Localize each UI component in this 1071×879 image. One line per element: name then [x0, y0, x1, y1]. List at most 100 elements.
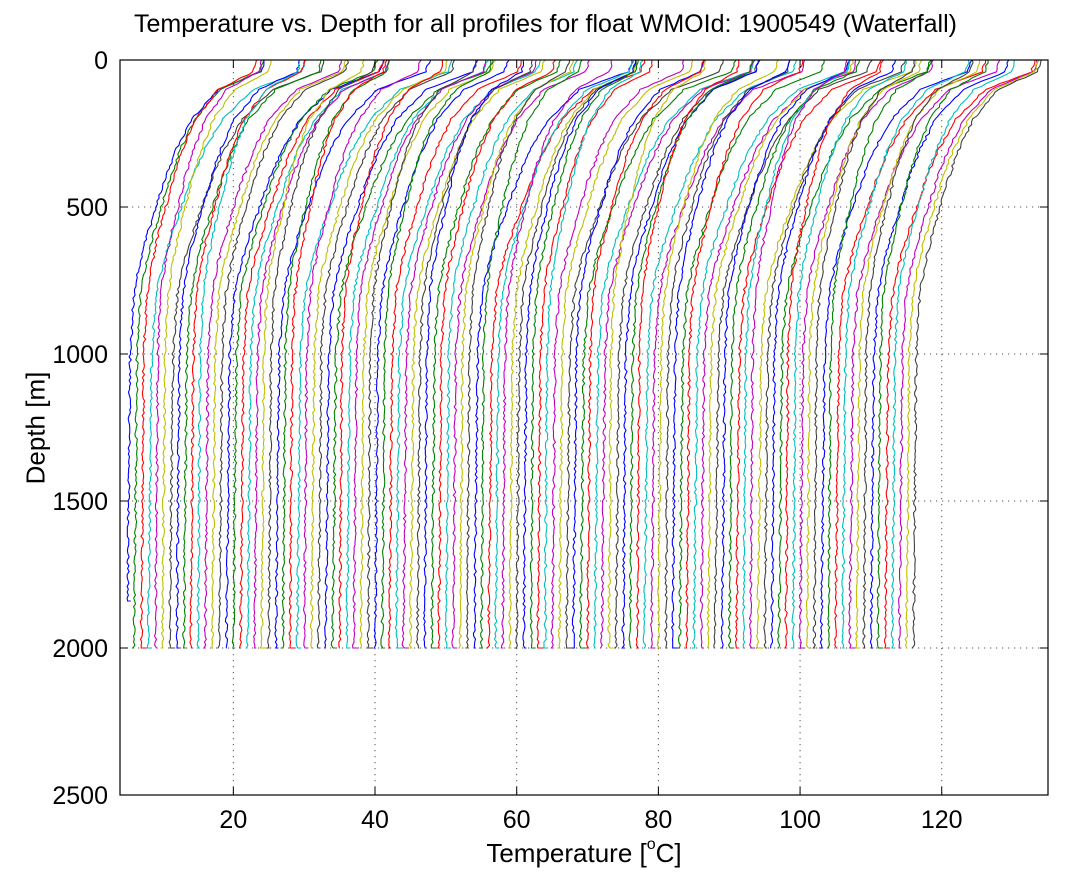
profile-line: [727, 60, 861, 649]
profile-line: [330, 60, 492, 649]
profile-line: [770, 60, 897, 649]
x-axis-label-degree: o: [646, 836, 656, 853]
profile-line: [664, 60, 791, 649]
profile-line: [259, 60, 365, 649]
x-tick-label: 100: [779, 806, 821, 834]
profile-line: [876, 60, 989, 649]
profile-line: [196, 60, 301, 649]
profile-line: [699, 60, 857, 649]
profile-line: [238, 60, 385, 649]
x-tick-label: 20: [219, 806, 247, 834]
profile-line: [585, 60, 705, 649]
x-axis-label: Temperature [oC]: [120, 836, 1048, 869]
profile-line: [678, 60, 825, 649]
profile-line: [827, 60, 933, 649]
axis-ticks: 20 40 60 80 100 120 0 500 1000 1500 2000 2500: [52, 47, 1048, 834]
x-tick-label: 120: [921, 806, 963, 834]
profile-line: [444, 60, 579, 649]
profile-line: [423, 60, 525, 649]
profile-line: [202, 60, 342, 649]
profile-line: [798, 60, 934, 649]
y-tick-label: 2000: [52, 635, 108, 663]
plot-background: [120, 60, 1048, 795]
profile-series: [126, 60, 1042, 649]
profile-line: [514, 60, 637, 649]
profile-line: [387, 60, 522, 649]
profile-line: [706, 60, 855, 649]
profile-line: [543, 60, 644, 649]
profile-line: [458, 60, 574, 649]
profile-line: [898, 60, 1038, 649]
profile-line: [274, 60, 432, 649]
profile-line: [210, 60, 347, 649]
profile-line: [316, 60, 455, 649]
profile-line: [500, 60, 613, 649]
profile-line: [614, 60, 759, 649]
y-tick-label: 500: [66, 194, 108, 222]
profile-line: [182, 60, 322, 649]
profile-line: [131, 60, 265, 649]
profile-line: [670, 60, 791, 649]
profile-line: [742, 60, 851, 649]
profile-line: [401, 60, 537, 649]
profile-line: [734, 60, 882, 649]
profile-line: [784, 60, 885, 649]
profile-line: [231, 60, 379, 649]
profile-line: [557, 60, 694, 649]
y-axis-label: Depth [m]: [20, 371, 51, 485]
profile-line: [635, 60, 740, 649]
profile-line: [713, 60, 873, 649]
profile-line: [373, 60, 510, 649]
profile-line: [126, 60, 265, 602]
profile-line: [642, 60, 798, 649]
profile-line: [855, 60, 981, 649]
profile-line: [408, 60, 546, 649]
profile-line: [338, 60, 443, 649]
y-tick-label: 1000: [52, 341, 108, 369]
chart-title: Temperature vs. Depth for all profiles f…: [133, 10, 957, 38]
profile-line: [153, 60, 263, 649]
profile-line: [529, 60, 639, 649]
profile-line: [869, 60, 1010, 649]
y-tick-label: 0: [94, 47, 108, 75]
profile-line: [685, 60, 804, 649]
profile-line: [578, 60, 737, 649]
profile-line: [245, 60, 390, 649]
profile-line: [465, 60, 571, 649]
profile-line: [790, 60, 908, 649]
profile-line: [253, 60, 390, 649]
profile-line: [451, 60, 590, 649]
profile-line: [550, 60, 685, 649]
x-axis-label-suffix: C]: [655, 838, 682, 868]
profile-line: [650, 60, 806, 649]
y-tick-label: 1500: [52, 488, 108, 516]
profile-line: [848, 60, 1001, 649]
profile-line: [217, 60, 349, 649]
profile-line: [841, 60, 970, 649]
profile-line: [564, 60, 724, 649]
profile-line: [656, 60, 779, 649]
profile-line: [189, 60, 305, 649]
profile-line: [302, 60, 422, 649]
profile-line: [536, 60, 653, 649]
profile-line: [175, 60, 300, 649]
profile-line: [763, 60, 907, 649]
profile-line: [883, 60, 1036, 649]
grid-lines: [120, 60, 1048, 795]
profile-line: [607, 60, 707, 649]
profile-line: [904, 60, 1040, 649]
profile-line: [600, 60, 756, 649]
y-tick-label: 2500: [52, 782, 108, 810]
profile-line: [522, 60, 637, 649]
profile-line: [366, 60, 477, 649]
profile-line: [160, 60, 272, 649]
profile-line: [168, 60, 325, 649]
x-axis-label-prefix: Temperature [: [486, 838, 647, 868]
profile-line: [437, 60, 557, 649]
profile-line: [812, 60, 916, 649]
profile-line: [508, 60, 638, 649]
profile-line: [862, 60, 974, 649]
profile-line: [748, 60, 848, 649]
profile-line: [415, 60, 533, 649]
